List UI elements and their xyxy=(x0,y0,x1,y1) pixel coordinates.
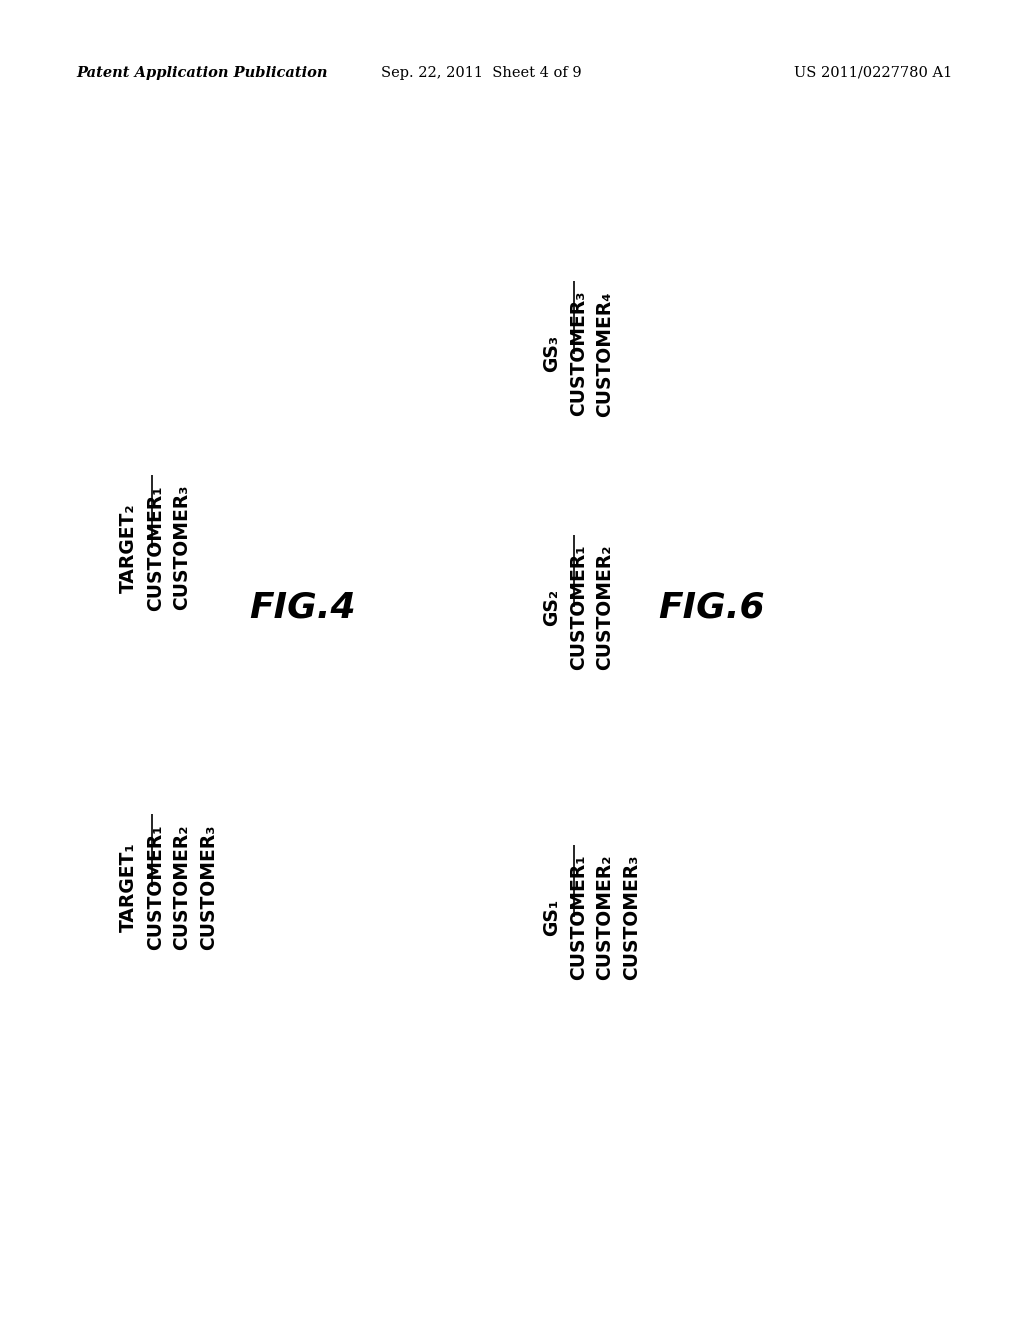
Text: CUSTOMER₁: CUSTOMER₁ xyxy=(145,824,165,950)
Text: Patent Application Publication: Patent Application Publication xyxy=(77,66,329,79)
Text: FIG.6: FIG.6 xyxy=(658,590,765,624)
Text: CUSTOMER₃: CUSTOMER₃ xyxy=(568,292,588,416)
Text: FIG.4: FIG.4 xyxy=(249,590,355,624)
Text: TARGET₂: TARGET₂ xyxy=(119,503,138,593)
Text: CUSTOMER₃: CUSTOMER₃ xyxy=(622,855,641,979)
Text: CUSTOMER₂: CUSTOMER₂ xyxy=(595,545,614,669)
Text: Sep. 22, 2011  Sheet 4 of 9: Sep. 22, 2011 Sheet 4 of 9 xyxy=(381,66,582,79)
Text: CUSTOMER₂: CUSTOMER₂ xyxy=(595,855,614,979)
Text: CUSTOMER₂: CUSTOMER₂ xyxy=(172,825,191,949)
Text: CUSTOMER₃: CUSTOMER₃ xyxy=(172,486,191,610)
Text: CUSTOMER₁: CUSTOMER₁ xyxy=(568,854,588,981)
Text: CUSTOMER₁: CUSTOMER₁ xyxy=(145,484,165,611)
Text: CUSTOMER₃: CUSTOMER₃ xyxy=(199,825,218,949)
Text: TARGET₁: TARGET₁ xyxy=(119,842,138,932)
Text: GS₃: GS₃ xyxy=(542,335,561,372)
Text: GS₁: GS₁ xyxy=(542,899,561,936)
Text: US 2011/0227780 A1: US 2011/0227780 A1 xyxy=(794,66,952,79)
Text: GS₂: GS₂ xyxy=(542,589,561,626)
Text: CUSTOMER₁: CUSTOMER₁ xyxy=(568,544,588,671)
Text: CUSTOMER₄: CUSTOMER₄ xyxy=(595,290,614,417)
